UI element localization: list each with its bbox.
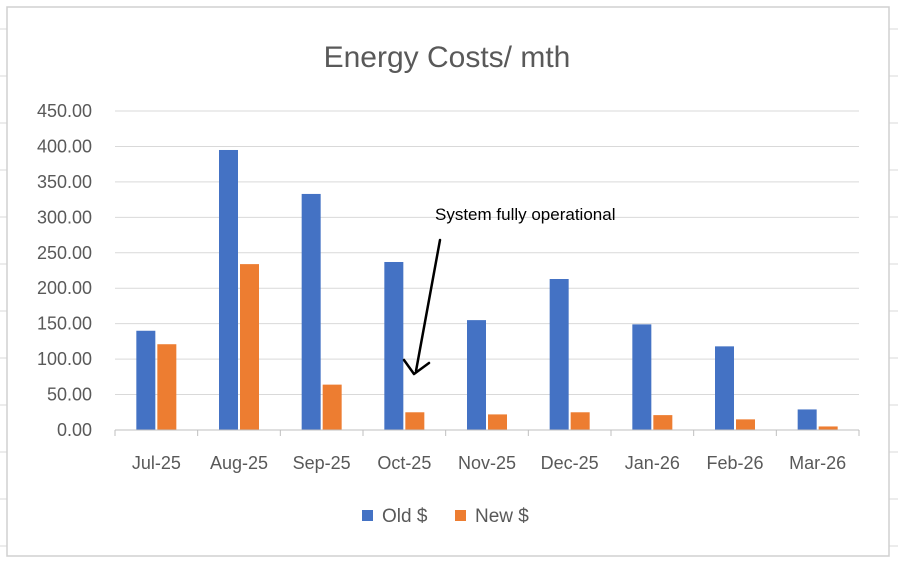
bar-new-jan-26[interactable]	[653, 415, 673, 430]
bars	[136, 149, 838, 430]
x-tick-label: Sep-25	[293, 453, 351, 473]
bar-old-mar-26[interactable]	[797, 409, 817, 430]
bar-old-jul-25[interactable]	[136, 330, 156, 430]
x-axis-labels: Jul-25 Aug-25 Sep-25 Oct-25 Nov-25 Dec-25 Jan-…	[132, 453, 846, 473]
bar-old-feb-26[interactable]	[715, 346, 734, 430]
chart-area[interactable]	[6, 6, 890, 557]
bar-old-aug-25[interactable]	[219, 149, 238, 430]
x-axis-tickmarks	[114, 430, 860, 436]
chart-title: Energy Costs/ mth	[324, 41, 571, 74]
y-tick-label: 50.00	[47, 385, 92, 405]
x-tick-label: Oct-25	[377, 453, 431, 473]
y-gridlines	[115, 110, 859, 396]
y-tick-label: 250.00	[37, 243, 92, 263]
x-tick-label: Aug-25	[210, 453, 268, 473]
y-tick-label: 400.00	[37, 136, 92, 156]
legend-swatch-new	[455, 510, 466, 521]
legend-label-new: New $	[475, 506, 529, 527]
x-tick-label: Jan-26	[625, 453, 680, 473]
bar-old-nov-25[interactable]	[467, 320, 486, 430]
legend-label-old: Old $	[382, 506, 428, 527]
y-axis-labels: 0.00 50.00 100.00 150.00 200.00 250.00 300.00 3…	[37, 101, 92, 440]
bar-old-oct-25[interactable]	[384, 261, 404, 430]
bar-old-jan-26[interactable]	[632, 324, 652, 430]
bar-new-aug-25[interactable]	[240, 264, 259, 430]
legend-swatch-old	[362, 510, 373, 521]
x-tick-label: Feb-26	[706, 453, 763, 473]
bar-old-dec-25[interactable]	[549, 279, 569, 430]
bar-old-sep-25[interactable]	[301, 193, 321, 430]
y-tick-label: 200.00	[37, 278, 92, 298]
y-tick-label: 450.00	[37, 101, 92, 121]
annotation-text: System fully operational	[435, 205, 615, 224]
y-tick-label: 300.00	[37, 207, 92, 227]
bar-new-oct-25[interactable]	[405, 412, 425, 430]
x-tick-label: Mar-26	[789, 453, 846, 473]
y-tick-label: 0.00	[57, 420, 92, 440]
y-tick-label: 350.00	[37, 172, 92, 192]
bar-new-jul-25[interactable]	[157, 344, 177, 430]
x-tick-label: Dec-25	[541, 453, 599, 473]
bar-new-feb-26[interactable]	[736, 419, 755, 430]
y-tick-label: 100.00	[37, 349, 92, 369]
bar-new-mar-26[interactable]	[818, 426, 838, 430]
legend: Old $ New $	[362, 506, 529, 527]
annotation-arrow	[402, 238, 442, 376]
y-tick-label: 150.00	[37, 314, 92, 334]
x-tick-label: Nov-25	[458, 453, 516, 473]
bar-new-sep-25[interactable]	[322, 384, 342, 430]
bar-new-dec-25[interactable]	[570, 412, 590, 430]
bar-new-nov-25[interactable]	[488, 414, 507, 430]
x-tick-label: Jul-25	[132, 453, 181, 473]
